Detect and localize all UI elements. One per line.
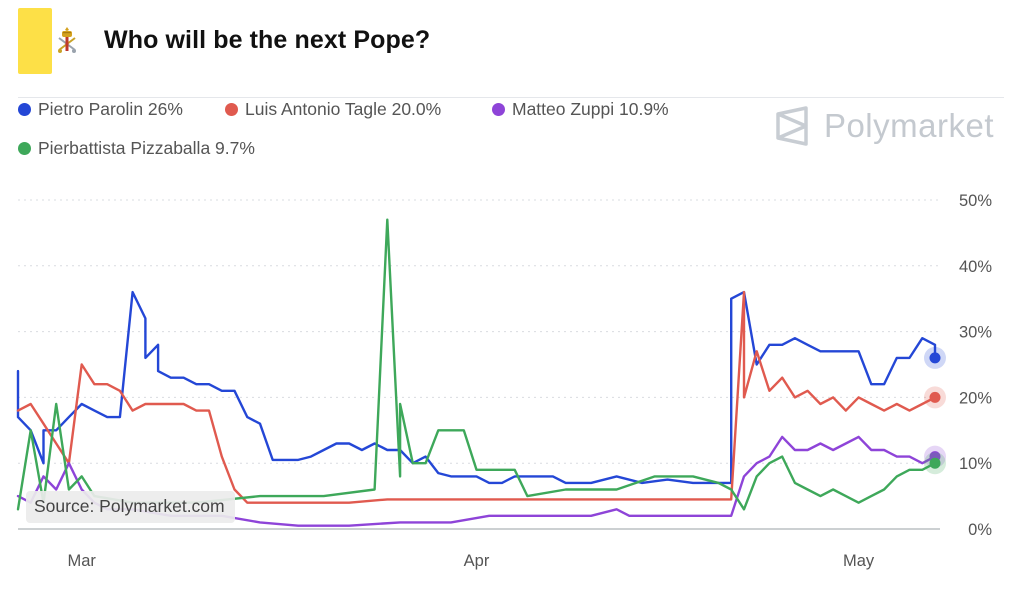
y-tick-label: 40% — [959, 258, 992, 276]
legend-label: Pietro Parolin 26% — [38, 99, 183, 119]
y-tick-label: 30% — [959, 324, 992, 342]
series-endpoint — [929, 391, 941, 403]
legend-dot-icon — [225, 103, 238, 116]
source-label: Source: Polymarket.com — [26, 491, 235, 523]
legend-label: Pierbattista Pizzaballa 9.7% — [38, 138, 255, 158]
polymarket-logo-icon — [776, 106, 808, 146]
series-line-3 — [16, 218, 937, 511]
polymarket-logo: Polymarket — [774, 106, 994, 146]
series-endpoint — [929, 457, 941, 469]
y-tick-label: 20% — [959, 389, 992, 407]
y-tick-label: 10% — [959, 455, 992, 473]
series-line-1 — [16, 290, 937, 504]
x-tick-label: Apr — [464, 552, 490, 570]
legend-item-tagle[interactable]: Luis Antonio Tagle 20.0% — [225, 99, 441, 120]
legend-item-pizzaballa[interactable]: Pierbattista Pizzaballa 9.7% — [18, 138, 255, 159]
legend-item-parolin[interactable]: Pietro Parolin 26% — [18, 99, 183, 120]
legend-dot-icon — [492, 103, 505, 116]
y-tick-label: 0% — [968, 521, 992, 539]
series-line-0 — [16, 290, 937, 485]
x-tick-label: May — [843, 552, 875, 570]
legend-dot-icon — [18, 142, 31, 155]
legend-label: Luis Antonio Tagle 20.0% — [245, 99, 442, 119]
page-title: Who will be the next Pope? — [104, 26, 431, 54]
brand-name: Polymarket — [823, 107, 994, 144]
x-tick-label: Mar — [67, 552, 96, 570]
papal-keys-icon — [58, 27, 76, 53]
header-divider — [18, 97, 1004, 98]
legend-item-zuppi[interactable]: Matteo Zuppi 10.9% — [492, 99, 669, 120]
legend-dot-icon — [18, 103, 31, 116]
accent-bar — [18, 8, 52, 74]
y-tick-label: 50% — [959, 192, 992, 210]
legend-label: Matteo Zuppi 10.9% — [512, 99, 669, 119]
series-endpoint — [929, 352, 941, 364]
